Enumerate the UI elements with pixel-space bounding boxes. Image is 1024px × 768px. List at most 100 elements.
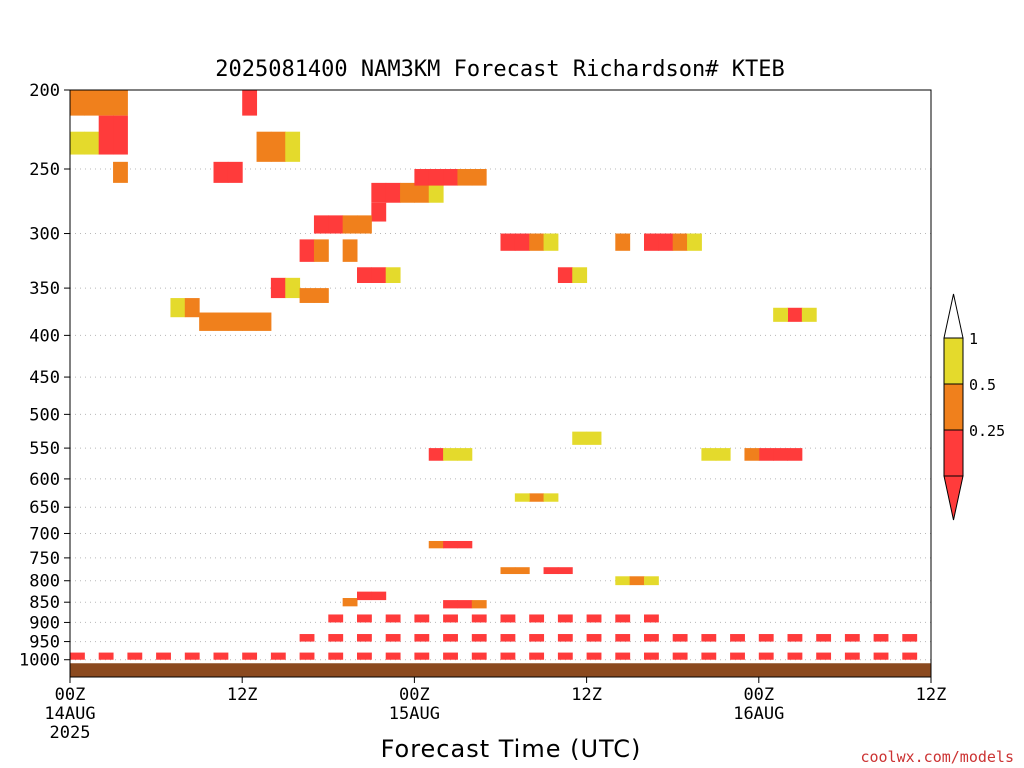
- heatmap-cell: [629, 576, 645, 586]
- heatmap-cell: [443, 448, 458, 461]
- heatmap-cell: [371, 182, 387, 203]
- heatmap-cell: [500, 233, 516, 251]
- heatmap-cell: [557, 567, 573, 575]
- legend-label: 1: [969, 330, 978, 348]
- heatmap-cell: [457, 540, 473, 549]
- heatmap-cell: [644, 576, 659, 586]
- heatmap-cell: [586, 634, 602, 642]
- heatmap-cell: [184, 652, 200, 660]
- heatmap-cell: [471, 168, 487, 186]
- x-axis-label: Forecast Time (UTC): [381, 735, 642, 763]
- heatmap-cell: [98, 90, 114, 116]
- heatmap-cell: [242, 90, 258, 116]
- heatmap-cell: [113, 161, 128, 183]
- heatmap-cell: [787, 448, 803, 461]
- x-tick-label: 00Z: [55, 685, 86, 705]
- heatmap-cell: [213, 161, 229, 183]
- heatmap-cell: [328, 614, 344, 623]
- heatmap-cell: [672, 652, 688, 660]
- heatmap-cell: [572, 267, 588, 284]
- heatmap-cell: [414, 168, 430, 186]
- heatmap-cell: [443, 652, 458, 660]
- heatmap-cell: [443, 614, 458, 623]
- heatmap-cell: [270, 131, 286, 162]
- heatmap-cell: [658, 233, 674, 251]
- heatmap-cell: [644, 634, 659, 642]
- y-tick-label: 600: [29, 470, 60, 490]
- heatmap-cell: [342, 239, 358, 262]
- y-tick-label: 900: [29, 613, 60, 633]
- heatmap-cell: [787, 634, 803, 642]
- heatmap-cell: [98, 115, 114, 155]
- heatmap-cell: [313, 288, 329, 303]
- heatmap-cell: [285, 131, 301, 162]
- heatmap-cell: [514, 493, 530, 502]
- surface-band: [70, 663, 931, 677]
- heatmap-cell: [471, 652, 487, 660]
- heatmap-cell: [457, 600, 473, 609]
- heatmap-cell: [385, 267, 401, 284]
- chart-title: 2025081400 NAM3KM Forecast Richardson# K…: [215, 57, 785, 82]
- heatmap-cell: [299, 288, 315, 303]
- heatmap-cell: [529, 614, 545, 623]
- heatmap-cell: [471, 614, 487, 623]
- heatmap-cell: [113, 115, 128, 155]
- y-tick-label: 350: [29, 279, 60, 299]
- heatmap-cell: [500, 567, 516, 575]
- heatmap-cell: [758, 448, 774, 461]
- y-tick-label: 450: [29, 368, 60, 388]
- heatmap-cell: [428, 448, 444, 461]
- legend-swatch: [943, 337, 964, 385]
- heatmap-cell: [500, 634, 516, 642]
- heatmap-cell: [557, 634, 573, 642]
- heatmap-cell: [213, 312, 229, 331]
- heatmap-cell: [615, 614, 631, 623]
- heatmap-cell: [873, 652, 889, 660]
- x-tick-label: 00Z: [399, 685, 430, 705]
- heatmap-cell: [127, 652, 143, 660]
- heatmap-cell: [529, 652, 545, 660]
- heatmap-cell: [644, 233, 659, 251]
- color-legend: 1 0.5 0.25: [943, 293, 1005, 521]
- heatmap-cell: [428, 168, 444, 186]
- heatmap-cell: [270, 277, 286, 299]
- heatmap-cell: [256, 312, 272, 331]
- heatmap-cell: [586, 431, 602, 445]
- heatmap-cell: [644, 614, 659, 623]
- heatmap-cell: [242, 652, 258, 660]
- heatmap-cell: [758, 634, 774, 642]
- x-tick-label: 15AUG: [389, 704, 440, 724]
- heatmap-cell: [443, 600, 458, 609]
- heatmap-cell: [357, 652, 372, 660]
- heatmap-cell: [328, 215, 344, 234]
- heatmap-cell: [801, 307, 817, 322]
- heatmap-cell: [414, 634, 430, 642]
- heatmap-cell: [557, 652, 573, 660]
- heatmap-cell: [529, 233, 545, 251]
- y-tick-label: 950: [29, 633, 60, 653]
- heatmap-cell: [443, 634, 458, 642]
- heatmap-cell: [615, 652, 631, 660]
- heatmap-cell: [371, 267, 387, 284]
- heatmap-cell: [400, 182, 415, 203]
- heatmap-cell: [342, 215, 358, 234]
- heatmap-cell: [313, 239, 329, 262]
- heatmap-cell: [357, 591, 372, 601]
- heatmap-cell: [328, 652, 344, 660]
- heatmap-cell: [586, 614, 602, 623]
- y-axis-ticks: 200 250 300 350 400 450 500 550 600 650 700 750 8008…: [19, 81, 70, 671]
- plot-frame: [69, 89, 932, 678]
- heatmap-cell: [500, 652, 516, 660]
- x-tick-label: 12Z: [916, 685, 947, 705]
- heatmap-cell: [328, 634, 344, 642]
- heatmap-cell: [199, 312, 214, 331]
- heatmap-cell: [170, 298, 186, 318]
- y-tick-label: 850: [29, 593, 60, 613]
- y-tick-label: 200: [29, 81, 60, 101]
- heatmap-cell: [357, 634, 372, 642]
- heatmap-cell: [342, 598, 358, 607]
- heatmap-cell: [615, 576, 631, 586]
- heatmap-cell: [543, 233, 559, 251]
